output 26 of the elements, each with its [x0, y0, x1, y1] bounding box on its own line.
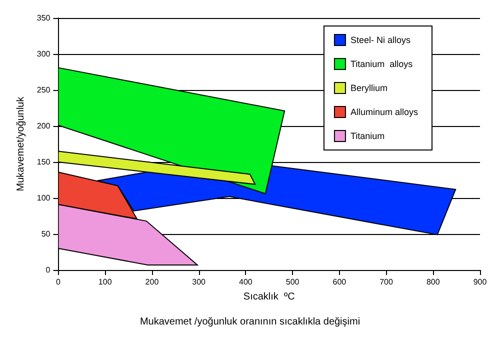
- x-tick-label: 900: [473, 278, 488, 286]
- x-tick-label: 400: [239, 278, 253, 286]
- legend-label: Alluminum alloys: [350, 107, 418, 117]
- x-tick-label: 300: [192, 278, 206, 286]
- x-axis-title: Sıcaklık ºC: [243, 292, 295, 302]
- text: Mukavemet /yoğunluk oranının sıcaklıkla değişimi: [140, 316, 360, 328]
- legend-label: Steel- Ni alloys: [350, 35, 411, 45]
- x-tick-label: 700: [380, 278, 394, 286]
- x-tick-label: 200: [145, 278, 160, 286]
- y-tick-label: 300: [36, 50, 51, 58]
- x-tick-label: 0: [56, 278, 62, 286]
- legend-label: Titanium alloys: [350, 59, 414, 69]
- x-tick-label: 600: [332, 278, 347, 286]
- y-tick-label: 50: [41, 230, 51, 238]
- y-tick-label: 100: [36, 194, 51, 202]
- y-tick-label: 150: [36, 158, 51, 166]
- y-tick-label: 0: [46, 266, 51, 274]
- x-tick-label: 500: [286, 278, 300, 286]
- legend-label: Titanium: [350, 131, 385, 141]
- y-axis-title: Mukavemet/yoğunluk: [16, 96, 26, 192]
- x-tick-label: 100: [98, 278, 112, 286]
- y-tick-label: 350: [36, 14, 51, 22]
- x-tick-label: 800: [426, 278, 440, 286]
- legend-label: Beryllium: [350, 83, 388, 93]
- y-tick-label: 250: [36, 86, 51, 94]
- y-tick-label: 200: [36, 122, 51, 130]
